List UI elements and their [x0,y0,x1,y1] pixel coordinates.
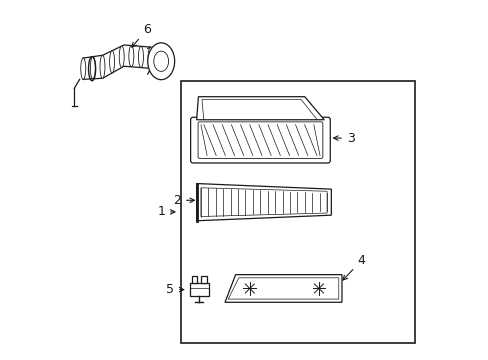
FancyBboxPatch shape [190,117,329,163]
Text: 5: 5 [166,283,183,296]
Bar [191,276,197,283]
Polygon shape [224,275,341,302]
Ellipse shape [138,46,143,68]
Ellipse shape [147,43,174,80]
Ellipse shape [154,51,168,71]
Text: 2: 2 [173,194,194,207]
Bar [181,81,414,343]
Polygon shape [201,188,326,216]
Text: 6: 6 [132,23,151,47]
Polygon shape [196,184,331,221]
Ellipse shape [81,58,85,79]
Text: 4: 4 [342,254,365,280]
Polygon shape [196,97,324,120]
Ellipse shape [100,55,105,78]
Text: 3: 3 [333,132,354,145]
FancyBboxPatch shape [198,122,322,158]
Polygon shape [228,278,338,299]
Ellipse shape [119,46,124,68]
Ellipse shape [148,47,153,68]
Ellipse shape [109,51,114,73]
Ellipse shape [90,57,95,79]
Ellipse shape [128,46,134,67]
Text: 1: 1 [157,206,175,219]
Bar [189,283,209,296]
Bar [201,276,207,283]
